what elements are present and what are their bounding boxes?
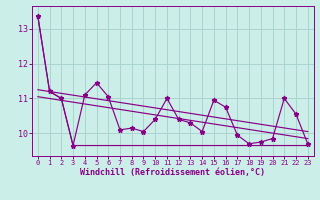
X-axis label: Windchill (Refroidissement éolien,°C): Windchill (Refroidissement éolien,°C)	[80, 168, 265, 177]
